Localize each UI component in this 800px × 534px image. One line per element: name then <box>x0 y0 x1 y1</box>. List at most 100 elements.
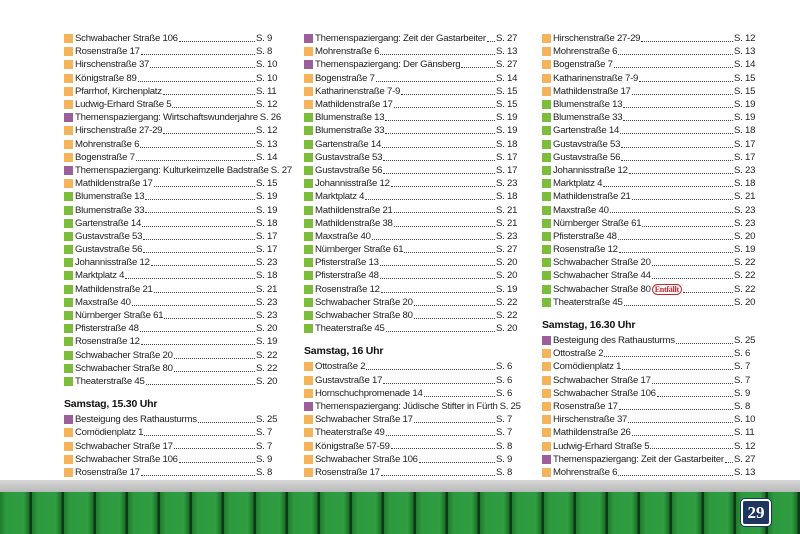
list-item: Rosenstraße 12 S. 19 <box>304 283 518 296</box>
category-marker <box>304 415 313 425</box>
item-label: Schwabacher Straße 106 <box>75 453 178 465</box>
item-label: Gustavstraße 56 <box>315 164 383 176</box>
item-label: Nürnberger Straße 61 <box>553 217 642 229</box>
dot-leader <box>620 125 733 135</box>
page-reference: S. 15 <box>496 85 518 97</box>
category-marker <box>542 245 551 255</box>
dot-leader <box>382 139 495 148</box>
item-label: Bogenstraße 7 <box>553 59 613 71</box>
page-reference: S. 14 <box>496 72 518 84</box>
page-reference: S. 22 <box>496 310 518 322</box>
category-marker <box>542 428 551 438</box>
dot-leader <box>682 284 733 293</box>
category-marker <box>542 179 551 189</box>
item-label: Themenspaziergang: Wirtschaftswunderjahr… <box>75 112 258 124</box>
category-marker <box>542 284 551 294</box>
item-label: Schwabacher Straße 44 <box>553 270 651 282</box>
item-label: Hirschenstraße 27-29 <box>553 33 641 45</box>
list-item: Schwabacher Straße 20 S. 22 <box>542 256 756 269</box>
page-reference: S. 21 <box>496 217 518 229</box>
page-reference: S. 12 <box>256 125 278 137</box>
page-reference: S. 15 <box>734 72 756 84</box>
list-item: Gustavstraße 53 S. 17 <box>64 230 278 243</box>
dot-leader <box>631 191 733 201</box>
page-reference: S. 8 <box>496 440 513 452</box>
category-marker <box>304 311 313 321</box>
item-label: Theaterstraße 45 <box>75 375 145 387</box>
item-label: Gustavstraße 17 <box>315 374 383 386</box>
category-marker <box>64 350 73 360</box>
item-label: Schwabacher Straße 80 <box>75 362 173 374</box>
page-reference: S. 7 <box>256 427 273 439</box>
dot-leader <box>622 361 733 371</box>
dot-leader <box>486 33 495 42</box>
category-marker <box>542 349 551 359</box>
page-reference: S. 10 <box>734 414 756 426</box>
dot-leader <box>623 297 733 306</box>
category-marker <box>64 218 73 228</box>
dot-leader <box>401 86 495 95</box>
item-label: Mathildenstraße 21 <box>553 191 631 203</box>
page-reference: S. 12 <box>256 99 278 111</box>
dot-leader <box>623 99 733 108</box>
page-reference: S. 20 <box>256 375 278 387</box>
category-marker <box>304 86 313 96</box>
dot-leader <box>650 440 733 450</box>
dot-leader <box>393 204 495 214</box>
page-reference: S. 21 <box>496 204 518 216</box>
list-item: Mohrenstraße 6 S. 13 <box>542 45 756 58</box>
dot-leader <box>618 46 733 56</box>
dot-leader <box>651 375 733 384</box>
dot-leader <box>380 467 495 476</box>
list-item: Themenspaziergang: Wirtschaftswunderjahr… <box>64 111 281 124</box>
category-marker <box>542 218 551 228</box>
dot-leader <box>385 112 495 122</box>
dot-leader <box>178 454 255 463</box>
dot-leader <box>631 427 733 437</box>
item-label: Themenspaziergang: Zeit der Gastarbeiter <box>553 453 724 465</box>
category-marker <box>64 86 73 96</box>
list-item: Rosenstraße 17 S. 8 <box>64 466 278 479</box>
dot-leader <box>623 112 733 122</box>
page-reference: S. 8 <box>734 400 751 412</box>
list-item: Königstraße 57-59 S. 8 <box>304 439 518 452</box>
page-reference: S. 6 <box>496 374 513 386</box>
item-label: Schwabacher Straße 20 <box>75 349 173 361</box>
green-fence-footer <box>0 492 800 534</box>
item-label: Blumenstraße 13 <box>315 112 385 124</box>
page-reference: S. 7 <box>734 361 751 373</box>
dot-leader <box>631 86 733 95</box>
list-item: Mohrenstraße 6 S. 13 <box>304 45 518 58</box>
page-reference: S. 22 <box>734 283 756 295</box>
page-reference: S. 18 <box>734 125 756 137</box>
page-reference: S. 17 <box>256 230 278 242</box>
list-item: Nürnberger Straße 61 S. 27 <box>304 243 518 256</box>
list-item: Pfisterstraße 48 S. 20 <box>64 322 278 335</box>
category-marker <box>304 324 313 334</box>
item-label: Katharinenstraße 7-9 <box>315 85 401 97</box>
page-reference: S. 13 <box>496 46 518 58</box>
list-item: Schwabacher Straße 80 S. 22 <box>304 309 518 322</box>
page-reference: S. 19 <box>256 336 278 348</box>
list-item: Blumenstraße 13 S. 19 <box>304 111 518 124</box>
dot-leader <box>375 73 495 82</box>
item-label: Nürnberger Straße 61 <box>75 310 164 322</box>
list-item: Schwabacher Straße 17 S. 7 <box>304 413 518 426</box>
page-reference: S. 25 <box>734 335 756 347</box>
category-marker <box>304 375 313 385</box>
page-reference: S. 15 <box>734 85 756 97</box>
item-label: Bogenstraße 7 <box>75 151 135 163</box>
page-reference: S. 11 <box>734 427 755 439</box>
category-marker <box>64 245 73 255</box>
item-label: Schwabacher Straße 17 <box>315 414 413 426</box>
item-label: Gustavstraße 56 <box>553 151 621 163</box>
list-item: Ludwig-Erhard Straße 5 S. 12 <box>542 439 756 452</box>
list-item: Themenspaziergang: Kulturkeimzelle Badst… <box>64 164 292 177</box>
dot-leader <box>172 99 255 108</box>
item-label: Mathildenstraße 21 <box>75 283 153 295</box>
list-item: Hirschenstraße 27-29 S. 12 <box>542 32 756 45</box>
item-label: Ludwig-Erhard Straße 5 <box>75 99 172 111</box>
list-item: Marktplatz 4 S. 18 <box>304 190 518 203</box>
category-marker <box>64 192 73 202</box>
category-marker <box>304 100 313 110</box>
